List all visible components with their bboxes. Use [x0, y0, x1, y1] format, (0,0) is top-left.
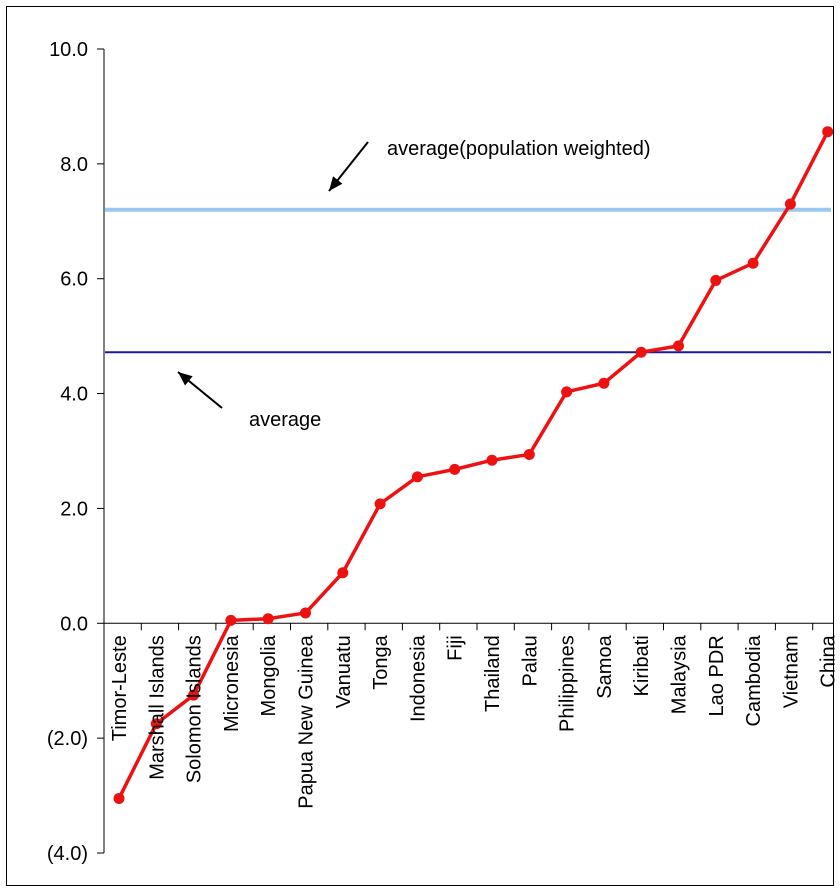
data-point-vietnam	[784, 198, 796, 210]
y-tick-label: (2.0)	[47, 728, 88, 750]
category-label: Marshall Islands	[146, 635, 168, 780]
category-label: Vietnam	[780, 635, 802, 708]
chart-axes: 10.0 8.0 6.0 4.0 2.0 0.0 (2.0) (4.0)	[47, 39, 834, 865]
data-point-solomon-islands	[188, 689, 200, 701]
data-point-thailand	[486, 454, 498, 466]
y-tick-label: 4.0	[60, 384, 88, 406]
data-point-mongolia	[262, 613, 274, 625]
y-tick-label: (4.0)	[47, 843, 88, 865]
category-label: Kiribati	[631, 635, 653, 696]
y-tick-label: 0.0	[60, 613, 88, 635]
data-point-marshall-islands	[150, 718, 162, 730]
data-point-malaysia	[673, 340, 684, 352]
series-line	[117, 130, 830, 800]
category-label: China	[818, 634, 840, 687]
category-label: Mongolia	[258, 634, 280, 716]
arrow-head-average	[178, 372, 193, 386]
category-label: Tonga	[370, 634, 392, 689]
category-label: Papua New Guinea	[296, 634, 318, 808]
data-point-papua-new-guinea	[300, 607, 311, 619]
arrow-head-population-weighted-average	[329, 176, 343, 191]
category-label: Thailand	[482, 635, 504, 712]
category-label: Micronesia	[221, 634, 243, 732]
annotation-population-weighted-average: average(population weighted)	[387, 138, 651, 160]
annotations: average(population weighted) average	[177, 138, 651, 431]
data-point-cambodia	[747, 257, 759, 269]
data-point-lao-pdr	[710, 274, 722, 286]
y-tick-label: 8.0	[60, 154, 88, 176]
data-point-tonga	[374, 498, 386, 510]
series-layer	[113, 126, 834, 804]
category-label: Fiji	[445, 635, 467, 661]
category-label: Malaysia	[669, 634, 691, 714]
data-point-china	[822, 126, 834, 138]
category-label: Lao PDR	[706, 635, 728, 716]
y-tick-label: 2.0	[60, 498, 88, 520]
category-label: Indonesia	[407, 634, 429, 722]
data-point-vanuatu	[337, 567, 349, 579]
category-label: Cambodia	[743, 634, 765, 726]
data-point-indonesia	[411, 471, 423, 483]
data-point-micronesia	[225, 614, 237, 626]
category-label: Samoa	[594, 634, 616, 698]
category-label: Vanuatu	[333, 635, 355, 708]
annotation-average: average	[249, 409, 321, 431]
data-point-kiribati	[635, 346, 647, 358]
category-labels: Timor-Leste Marshall Islands Solomon Islan…	[109, 634, 840, 808]
data-point-samoa	[598, 377, 610, 389]
category-label: Philippines	[557, 635, 579, 732]
reference-lines	[105, 207, 831, 354]
y-tick-label: 6.0	[60, 269, 88, 291]
data-point-philippines	[561, 386, 573, 398]
category-label: Solomon Islands	[184, 635, 206, 783]
chart-frame	[6, 6, 834, 886]
y-tick-label: 10.0	[49, 39, 88, 61]
category-label: Timor-Leste	[109, 635, 131, 741]
data-point-timor-leste	[113, 792, 125, 804]
data-point-palau	[523, 448, 535, 460]
category-label: Palau	[519, 635, 541, 686]
data-point-fiji	[449, 463, 461, 475]
